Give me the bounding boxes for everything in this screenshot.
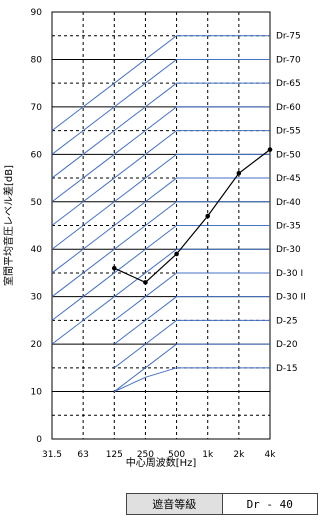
sound-insulation-chart: Dr-75 Dr-70 Dr-65 Dr-60 Dr-55 Dr-50 Dr-45 Dr-40… xyxy=(2,8,306,469)
reference-curve xyxy=(113,272,270,321)
curve-label: Dr-35 xyxy=(276,222,301,232)
curve-label: D-15 xyxy=(276,364,298,374)
x-tick-label: 500 xyxy=(168,450,185,460)
x-tick-label: 2k xyxy=(233,450,245,460)
curve-label: Dr-60 xyxy=(276,103,301,113)
reference-curve xyxy=(51,82,270,179)
y-tick-label: 60 xyxy=(31,150,43,160)
reference-curve xyxy=(51,130,270,226)
curve-label: D-30 II xyxy=(276,293,306,303)
curve-label: Dr-70 xyxy=(276,55,301,65)
reference-curve xyxy=(51,58,270,155)
curve-label: Dr-75 xyxy=(276,32,301,42)
y-axis-title: 室間平均音圧レベル差[dB] xyxy=(2,165,15,286)
curve-label: Dr-65 xyxy=(276,79,301,89)
x-tick-label: 125 xyxy=(106,450,123,460)
x-tick-label: 31.5 xyxy=(42,450,62,460)
rating-table: 遮音等級 Dr - 40 xyxy=(126,493,318,515)
measured-line xyxy=(114,149,271,284)
curve-label: D-25 xyxy=(276,316,298,326)
reference-curve xyxy=(114,367,270,393)
measured-point xyxy=(236,171,242,176)
measured-point xyxy=(267,147,273,152)
measured-point xyxy=(174,251,179,257)
curve-label: Dr-55 xyxy=(276,127,301,137)
x-tick-label: 4k xyxy=(265,450,277,460)
reference-curve xyxy=(51,225,270,321)
curve-label: Dr-45 xyxy=(276,174,301,184)
reference-curve xyxy=(113,343,270,392)
y-tick-label: 90 xyxy=(31,8,43,18)
reference-curve xyxy=(51,177,270,274)
y-tick-label: 70 xyxy=(31,103,43,113)
rating-label: 遮音等級 xyxy=(126,493,223,515)
reference-curve xyxy=(113,296,270,345)
curve-label: D-30 I xyxy=(276,269,303,279)
y-tick-label: 0 xyxy=(36,435,42,445)
measured-point xyxy=(111,265,117,271)
curve-label: Dr-40 xyxy=(276,198,301,208)
reference-curve xyxy=(51,106,270,203)
y-tick-label: 80 xyxy=(31,55,43,65)
x-tick-label: 250 xyxy=(137,450,154,460)
y-tick-label: 20 xyxy=(31,340,43,350)
curve-label: Dr-50 xyxy=(276,150,301,160)
measured-point xyxy=(205,213,211,219)
y-tick-label: 50 xyxy=(31,198,43,208)
x-tick-label: 63 xyxy=(77,450,88,460)
curve-label: Dr-30 xyxy=(276,245,301,255)
reference-curve xyxy=(51,201,270,298)
reference-curve xyxy=(51,153,270,250)
y-tick-label: 30 xyxy=(31,293,43,303)
y-tick-label: 40 xyxy=(31,245,43,255)
reference-curve xyxy=(51,35,270,132)
x-axis-title: 中心周波数[Hz] xyxy=(126,456,197,469)
reference-curve xyxy=(51,248,270,345)
y-tick-label: 10 xyxy=(31,388,43,398)
x-tick-label: 1k xyxy=(202,450,214,460)
rating-value: Dr - 40 xyxy=(221,493,318,515)
measured-point xyxy=(143,280,148,285)
curve-label: D-20 xyxy=(276,340,298,350)
reference-curve xyxy=(113,319,270,369)
